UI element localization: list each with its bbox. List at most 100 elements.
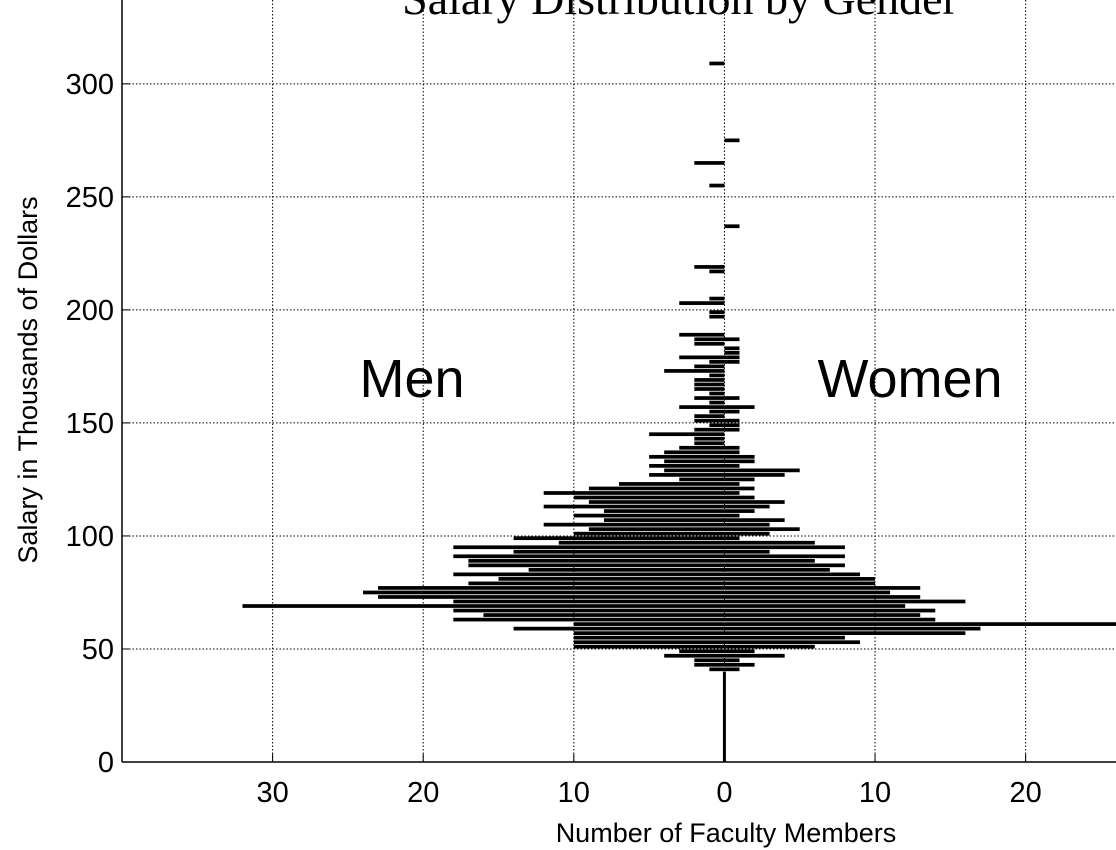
bar	[573, 635, 725, 640]
x-tick-label: 10	[558, 777, 590, 809]
bar	[468, 581, 725, 586]
bar	[709, 409, 725, 414]
bar	[724, 658, 740, 663]
bar	[453, 554, 725, 559]
bar	[724, 418, 740, 423]
bar	[679, 649, 725, 654]
bar	[694, 441, 725, 446]
bar	[724, 527, 800, 532]
bar	[543, 522, 725, 527]
bar	[694, 414, 725, 418]
x-axis-label: Number of Faculty Members	[556, 818, 897, 848]
annotation: Men	[359, 349, 464, 409]
bar	[679, 405, 725, 409]
bar	[588, 527, 725, 532]
bar	[543, 491, 725, 495]
y-tick-label: 250	[66, 182, 114, 214]
bar	[664, 369, 725, 373]
bar	[694, 658, 725, 663]
bar	[724, 518, 785, 522]
bar	[724, 409, 740, 414]
x-tick-label: 20	[1010, 777, 1042, 809]
bar	[453, 545, 725, 550]
bar	[724, 617, 936, 622]
bar	[468, 563, 725, 568]
bar	[724, 337, 740, 342]
bar	[724, 613, 921, 617]
bar	[573, 640, 725, 645]
grid	[122, 0, 1116, 763]
y-tick-label: 300	[66, 69, 114, 101]
bar	[724, 635, 845, 640]
bars	[242, 61, 1116, 672]
bar	[724, 482, 740, 486]
bar	[724, 572, 860, 577]
bar	[573, 631, 725, 636]
bar	[724, 595, 921, 599]
bar	[709, 269, 725, 274]
bar	[724, 509, 755, 513]
bar	[709, 360, 725, 364]
bar	[378, 586, 725, 590]
bar	[694, 436, 725, 441]
bar	[724, 581, 876, 586]
bar	[724, 459, 755, 464]
bar	[724, 224, 740, 229]
bar	[709, 183, 725, 188]
x-tick-label: 20	[407, 777, 439, 809]
bar	[694, 396, 725, 400]
bar	[724, 590, 891, 595]
y-tick-label: 150	[66, 408, 114, 440]
bar	[513, 626, 725, 631]
bar	[724, 513, 740, 518]
bar	[694, 265, 725, 269]
bar	[724, 473, 785, 477]
bar	[664, 450, 725, 455]
bar	[724, 631, 966, 636]
bar	[724, 445, 740, 450]
bar	[694, 378, 725, 382]
bar	[724, 360, 740, 364]
bar	[694, 364, 725, 369]
bar	[724, 522, 770, 527]
chart-title: Salary Distribution by Gender	[402, 0, 958, 24]
bar	[649, 454, 725, 459]
bar	[724, 405, 755, 409]
bar	[724, 495, 755, 500]
bar	[483, 613, 725, 617]
bar	[468, 558, 725, 563]
bar	[528, 567, 725, 572]
x-tick-label: 10	[859, 777, 891, 809]
bar	[724, 454, 755, 459]
bar	[619, 482, 725, 486]
bar	[362, 590, 725, 595]
bar	[513, 549, 725, 554]
bar	[573, 622, 725, 626]
bar	[724, 350, 740, 355]
bar	[649, 473, 725, 477]
bar	[694, 337, 725, 342]
bar	[724, 427, 740, 432]
bar	[453, 599, 725, 604]
bar	[724, 653, 785, 658]
bar	[558, 540, 725, 545]
bar	[724, 468, 800, 473]
bar	[724, 450, 740, 455]
bar	[724, 545, 845, 550]
bar	[453, 608, 725, 613]
bar	[709, 391, 725, 396]
bar	[709, 310, 725, 314]
bar	[724, 138, 740, 143]
bar	[573, 531, 725, 536]
bar	[694, 387, 725, 391]
bar	[724, 644, 815, 649]
x-tick-label: 30	[256, 777, 288, 809]
bar	[664, 653, 725, 658]
bar	[724, 662, 755, 667]
bar	[694, 341, 725, 346]
bar	[649, 432, 725, 437]
bar	[603, 518, 725, 522]
bar	[513, 536, 725, 541]
bar	[724, 558, 815, 563]
bar	[679, 301, 725, 305]
